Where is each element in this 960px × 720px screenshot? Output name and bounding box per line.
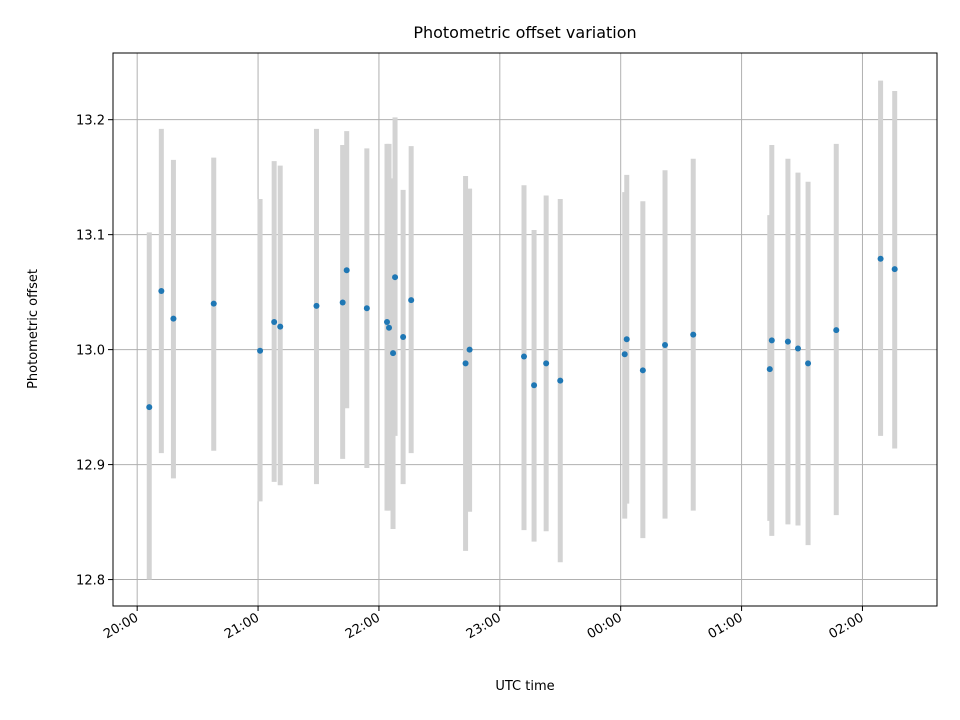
data-point (210, 300, 217, 307)
data-points (146, 255, 898, 411)
y-axis-label: Photometric offset (26, 269, 41, 389)
data-point (343, 267, 350, 274)
data-point (170, 315, 177, 322)
data-point (257, 347, 264, 354)
data-point (690, 331, 697, 338)
data-point (543, 360, 550, 367)
y-axis: 12.8 12.9 13.0 13.1 13.2 (76, 114, 113, 589)
data-point (466, 346, 473, 353)
data-point (784, 338, 791, 345)
data-point (805, 360, 812, 367)
data-point (766, 366, 773, 373)
data-point (386, 324, 393, 331)
data-point (313, 302, 320, 309)
data-point (531, 382, 538, 389)
data-point (383, 319, 390, 326)
data-point (363, 305, 370, 312)
y-tick-label: 12.9 (76, 459, 105, 474)
data-point (623, 336, 630, 343)
chart-title: Photometric offset variation (413, 23, 636, 42)
data-point (833, 327, 840, 334)
data-point (277, 323, 284, 330)
y-tick-label: 12.8 (76, 574, 105, 589)
data-point (768, 337, 775, 344)
data-point (408, 297, 415, 304)
data-point (557, 377, 564, 384)
x-axis-label: UTC time (495, 679, 554, 694)
data-point (520, 353, 527, 360)
plot-frame (112, 52, 938, 607)
data-point (877, 255, 884, 262)
data-point (639, 367, 646, 374)
y-tick-label: 13.2 (76, 114, 105, 129)
data-point (462, 360, 469, 367)
data-point (339, 299, 346, 306)
y-tick-label: 13.0 (76, 344, 105, 359)
data-point (662, 342, 669, 349)
data-point (400, 333, 407, 340)
data-point (392, 274, 399, 281)
data-point (794, 345, 801, 352)
data-point (390, 350, 397, 357)
data-point (891, 266, 898, 273)
data-point (146, 404, 153, 411)
y-tick-label: 13.1 (76, 229, 105, 244)
data-point (271, 319, 278, 326)
data-point (158, 287, 165, 294)
data-point (621, 351, 628, 358)
